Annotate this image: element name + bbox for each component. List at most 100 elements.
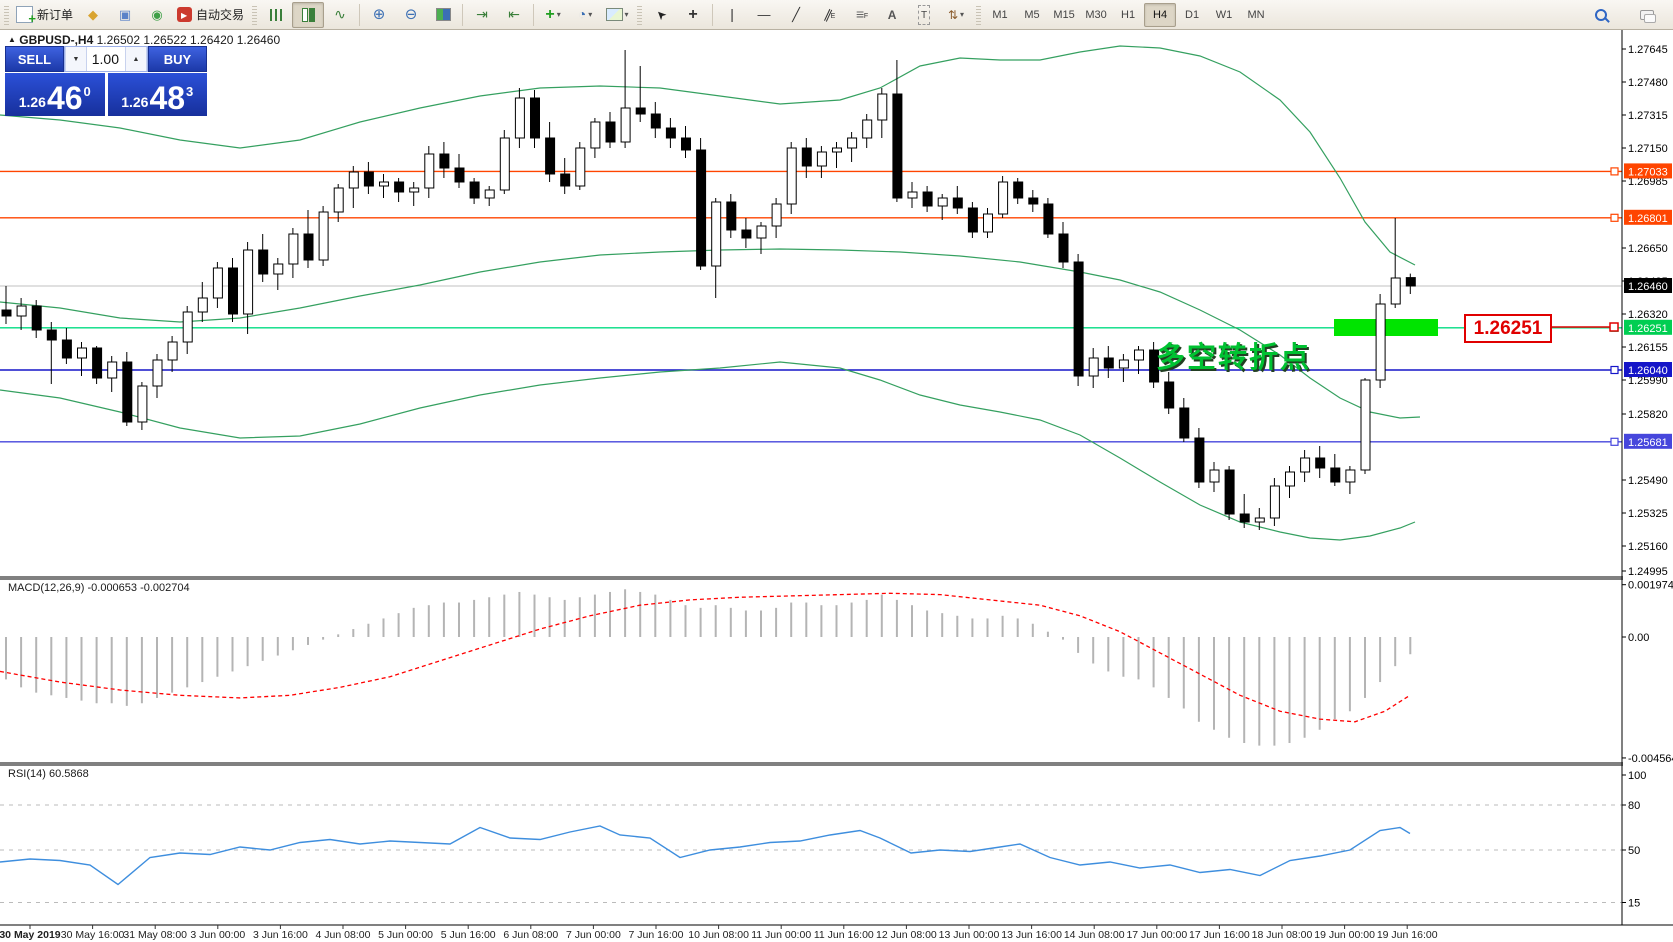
rsi-panel[interactable] (0, 804, 1622, 903)
main-chart-panel[interactable] (0, 45, 1622, 541)
vertical-line-button[interactable] (716, 2, 748, 28)
bar-chart-button[interactable] (260, 2, 292, 28)
new-order-button[interactable]: 新订单 (12, 2, 77, 28)
price-axis-label: 1.26650 (1628, 243, 1668, 255)
macd-panel[interactable] (0, 589, 1412, 746)
highlight-rectangle[interactable] (1334, 319, 1438, 336)
price-axis-label: 1.27150 (1628, 143, 1668, 155)
volume-input[interactable]: 1.00 (91, 51, 119, 67)
timeframe-M1[interactable]: M1 (992, 8, 1008, 21)
cursor-button[interactable] (645, 2, 677, 28)
callout-anchor-marker[interactable] (1609, 322, 1619, 332)
add-indicator-icon (545, 7, 554, 23)
auto-trading-label: 自动交易 (196, 8, 245, 22)
line-chart-icon (334, 6, 346, 23)
line-end-marker[interactable] (1610, 213, 1619, 222)
candlestick-chart-button[interactable] (292, 1, 325, 28)
horizontal-line-button[interactable] (748, 2, 780, 28)
timeframe-M15[interactable]: M15 (1053, 8, 1075, 21)
trendline-button[interactable] (780, 2, 812, 28)
toolbar-grip[interactable] (252, 4, 258, 25)
symbol-period-label: GBPUSD-,H4 (19, 33, 94, 47)
toolbar-grip[interactable] (4, 4, 9, 25)
timeframe-H1[interactable]: H1 (1121, 8, 1136, 21)
time-axis-label: 5 Jun 16:00 (441, 929, 496, 941)
price-axis[interactable]: 1.276451.274801.273151.271501.269851.266… (0, 28, 1673, 925)
bollinger-middle-band (0, 248, 1421, 419)
time-axis-label: 13 Jun 00:00 (939, 929, 1000, 941)
timeframe-MN[interactable]: MN (1247, 8, 1265, 21)
auto-trading-button[interactable]: 自动交易 (173, 2, 248, 28)
sell-button[interactable]: SELL (5, 46, 64, 72)
price-axis-label: 1.26320 (1628, 309, 1668, 321)
time-axis-label: 3 Jun 16:00 (253, 929, 308, 941)
price-axis-label: 1.25681 (1628, 437, 1668, 449)
arrow-objects-icon (948, 7, 958, 23)
trendline-icon (792, 7, 800, 23)
profiles-button[interactable] (109, 2, 141, 28)
timeframe-M30[interactable]: M30 (1085, 8, 1107, 21)
channel-icon (825, 7, 834, 25)
search-button[interactable] (1585, 2, 1617, 28)
collapse-triangle-icon[interactable]: ▲ (8, 35, 16, 44)
line-chart-button[interactable] (324, 2, 356, 28)
zoom-out-button[interactable] (395, 2, 427, 28)
new-order-icon (16, 6, 36, 27)
text-icon (888, 7, 897, 23)
signals-button[interactable] (141, 2, 173, 28)
price-axis-label: 1.25820 (1628, 409, 1668, 421)
time-axis-label: 3 Jun 00:00 (190, 929, 245, 941)
add-indicator-button[interactable]: ▾ (537, 2, 569, 28)
volume-up-button[interactable]: ▲ (125, 47, 147, 71)
chart-shift-button[interactable] (498, 2, 530, 28)
text-button[interactable] (876, 2, 908, 28)
price-axis-label: 1.25160 (1628, 541, 1668, 553)
turning-point-annotation[interactable]: 多空转折点 (1156, 342, 1312, 374)
time-axis-label: 13 Jun 16:00 (1001, 929, 1062, 941)
zoom-in-button[interactable] (363, 2, 395, 28)
time-axis-label: 4 Jun 08:00 (316, 929, 371, 941)
price-callout-label[interactable]: 1.26251 (1464, 314, 1552, 343)
scroll-to-end-button[interactable] (466, 2, 498, 28)
new-order-label: 新订单 (37, 8, 74, 22)
time-axis-label: 5 Jun 00:00 (378, 929, 433, 941)
sell-price[interactable]: 1.26 46 0 (5, 73, 105, 116)
history-button[interactable] (77, 2, 109, 28)
timeframe-W1[interactable]: W1 (1215, 8, 1233, 21)
fibonacci-button[interactable] (844, 2, 876, 28)
text-label-button[interactable] (908, 2, 940, 28)
toolbar-separator (359, 3, 361, 26)
arrow-objects-button[interactable]: ▾ (940, 2, 972, 28)
timeframe-H4[interactable]: H4 (1144, 2, 1177, 27)
ohlc-values: 1.26502 1.26522 1.26420 1.26460 (96, 33, 281, 47)
toolbar-grip[interactable] (637, 4, 643, 25)
buy-price[interactable]: 1.26 48 3 (107, 73, 207, 116)
tile-windows-button[interactable] (427, 2, 459, 28)
toolbar-grip[interactable] (976, 4, 982, 25)
buy-button[interactable]: BUY (148, 46, 207, 72)
crosshair-button[interactable] (677, 2, 709, 28)
timeframe-M5[interactable]: M5 (1024, 8, 1040, 21)
equidistant-channel-button[interactable] (812, 2, 844, 28)
line-end-marker[interactable] (1610, 437, 1619, 446)
rsi-label: RSI(14) (8, 768, 46, 780)
time-axis-label: 31 May 08:00 (123, 929, 187, 941)
toolbar-right (1585, 2, 1663, 28)
rsi-line (0, 825, 1411, 886)
timeframe-D1[interactable]: D1 (1185, 8, 1200, 21)
bollinger-upper-band (0, 45, 1416, 266)
price-axis-label: 1.26251 (1628, 323, 1668, 335)
price-axis-label: 1.26985 (1628, 176, 1668, 188)
line-end-marker[interactable] (1610, 365, 1619, 375)
cursor-icon (656, 7, 666, 23)
line-end-marker[interactable] (1610, 167, 1619, 176)
periods-button[interactable]: ▾ (569, 2, 601, 28)
chat-button[interactable] (1631, 2, 1663, 28)
buy-price-major: 1.26 (121, 94, 149, 110)
price-axis-label: 80 (1628, 800, 1640, 812)
volume-down-button[interactable]: ▼ (65, 47, 87, 71)
macd-values: -0.000653 -0.002704 (87, 582, 190, 594)
templates-button[interactable]: ▾ (601, 2, 633, 28)
